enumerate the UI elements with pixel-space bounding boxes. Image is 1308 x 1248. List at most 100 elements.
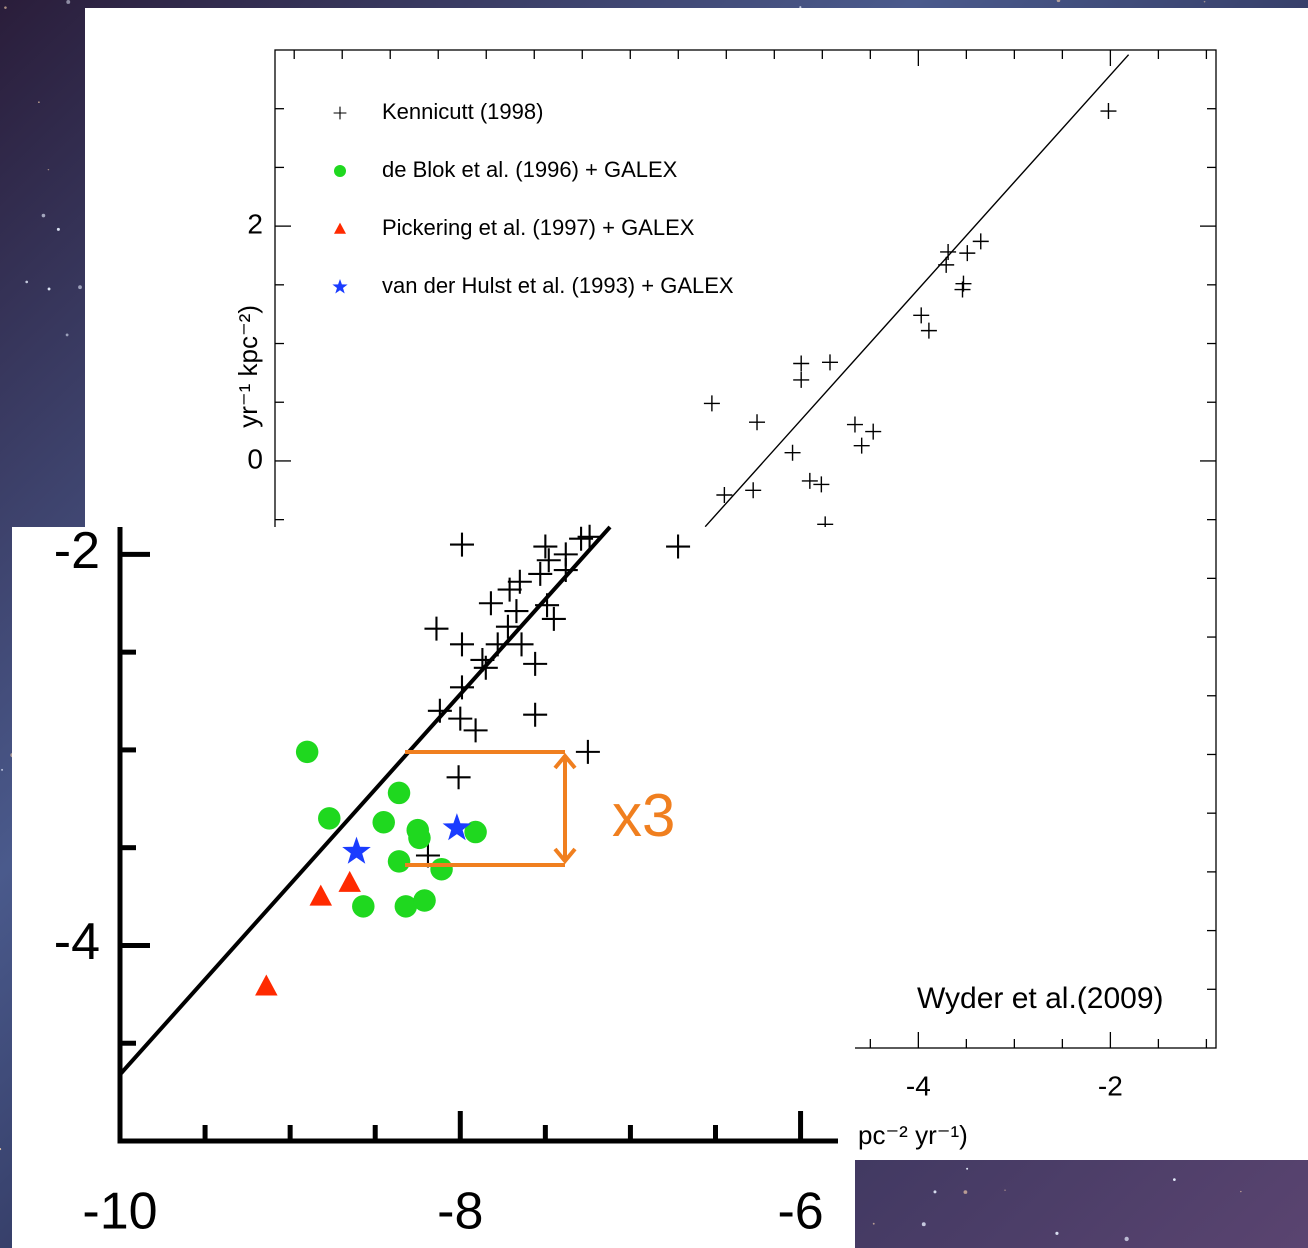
- data-point: [338, 870, 361, 892]
- y-tick-label: 0: [247, 443, 263, 474]
- data-point: [448, 706, 473, 731]
- data-point: [938, 256, 955, 273]
- data-point: [295, 740, 319, 764]
- data-point: [342, 836, 371, 864]
- star: [47, 168, 50, 171]
- star: [4, 6, 7, 9]
- data-point: [535, 593, 560, 618]
- arrow-head: [553, 752, 577, 770]
- data-point: [504, 599, 529, 624]
- data-point: [449, 632, 474, 657]
- legend-marker: [334, 165, 346, 177]
- star: [41, 213, 46, 218]
- star: [1240, 1190, 1242, 1193]
- data-point: [577, 524, 602, 549]
- data-point: [528, 561, 553, 586]
- data-point: [352, 895, 375, 918]
- star: [47, 287, 51, 291]
- data-point: [430, 857, 453, 881]
- data-point: [523, 651, 548, 676]
- star: [1, 768, 4, 771]
- data-point: [318, 807, 341, 830]
- x-tick-label: -6: [777, 1183, 823, 1241]
- star: [56, 227, 60, 231]
- data-point: [853, 437, 870, 454]
- star: [872, 1222, 875, 1225]
- star: [1173, 1178, 1176, 1181]
- legend-label: Pickering et al. (1997) + GALEX: [382, 215, 695, 240]
- star: [966, 1167, 969, 1170]
- legend-marker: [332, 279, 348, 294]
- arrow-head: [553, 847, 577, 865]
- data-point: [793, 355, 810, 372]
- data-point: [846, 416, 863, 433]
- star: [78, 285, 82, 290]
- data-point: [666, 534, 691, 559]
- annotation: Wyder et al.(2009): [917, 982, 1164, 1015]
- data-point: [449, 532, 474, 557]
- legend-label: Kennicutt (1998): [382, 99, 543, 124]
- inset-chart: -10 -8 -6 -2 -4: [54, 522, 838, 1241]
- annotation: x3: [612, 782, 675, 849]
- star: [963, 1190, 968, 1194]
- legend-label: de Blok et al. (1996) + GALEX: [382, 157, 678, 182]
- star: [933, 1190, 937, 1194]
- data-point: [424, 616, 449, 641]
- star: [1004, 1189, 1006, 1191]
- data-point: [533, 534, 558, 559]
- data-point: [784, 444, 801, 461]
- legend-label: van der Hulst et al. (1993) + GALEX: [382, 273, 734, 298]
- star: [799, 6, 802, 9]
- star: [0, 1148, 2, 1151]
- data-point: [394, 895, 418, 918]
- data-point: [523, 702, 548, 727]
- data-point: [821, 354, 838, 371]
- data-point: [913, 307, 930, 324]
- star: [1203, 0, 1206, 3]
- data-point: [309, 884, 333, 906]
- data-point: [463, 718, 488, 743]
- data-point: [801, 472, 818, 489]
- x-tick-label: -4: [906, 1070, 931, 1101]
- data-point: [745, 482, 762, 499]
- data-point: [1100, 103, 1117, 120]
- data-point: [255, 974, 278, 996]
- star: [1124, 1236, 1129, 1242]
- fit-line: [118, 525, 612, 1076]
- data-point: [749, 414, 766, 431]
- x-tick-label: -10: [82, 1183, 157, 1241]
- star: [66, 0, 71, 4]
- data-point: [793, 371, 810, 388]
- data-point: [940, 243, 957, 260]
- legend-marker: [333, 106, 347, 120]
- data-point: [495, 614, 520, 639]
- data-point: [387, 781, 411, 805]
- star: [25, 280, 29, 284]
- x-tick-label: -8: [437, 1183, 483, 1241]
- data-point: [464, 820, 487, 844]
- data-point: [703, 395, 720, 412]
- data-point: [920, 322, 937, 339]
- data-point: [954, 281, 971, 298]
- data-point: [387, 850, 411, 873]
- data-point: [408, 826, 431, 850]
- data-point: [509, 632, 534, 657]
- star: [65, 333, 69, 337]
- data-point: [413, 889, 436, 912]
- y-axis-label: yr⁻¹ kpc⁻²): [233, 305, 263, 428]
- bracket: [405, 750, 577, 867]
- data-point: [446, 765, 471, 790]
- x-axis-label: pc⁻² yr⁻¹): [858, 1120, 968, 1150]
- data-point: [485, 632, 510, 657]
- data-point: [865, 423, 882, 440]
- star: [38, 101, 40, 103]
- star: [1055, 1231, 1059, 1235]
- data-point: [541, 606, 566, 631]
- legend-marker: [334, 222, 346, 234]
- y-tick-label: -4: [54, 913, 100, 971]
- data-point: [427, 698, 452, 723]
- data-point: [372, 811, 395, 834]
- data-point: [473, 655, 498, 680]
